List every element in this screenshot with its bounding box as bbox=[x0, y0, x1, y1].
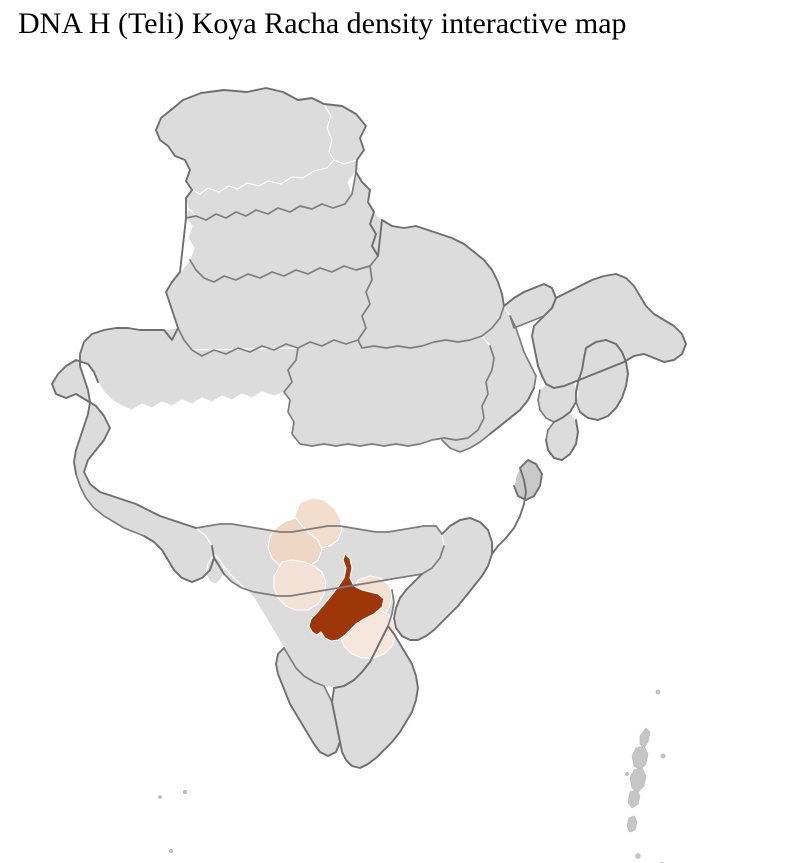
country-border-layer bbox=[51, 87, 687, 769]
andaman-nicobar-islands bbox=[625, 689, 666, 863]
page-title: DNA H (Teli) Koya Racha density interact… bbox=[18, 7, 627, 40]
map-canvas[interactable] bbox=[0, 48, 800, 863]
district-adjacent-southwest[interactable] bbox=[273, 559, 327, 611]
india-choropleth-map[interactable] bbox=[0, 48, 800, 863]
district-core-highest-density[interactable] bbox=[308, 553, 385, 642]
lakshadweep-islands bbox=[158, 789, 188, 853]
highlighted-districts-layer[interactable] bbox=[267, 497, 397, 659]
